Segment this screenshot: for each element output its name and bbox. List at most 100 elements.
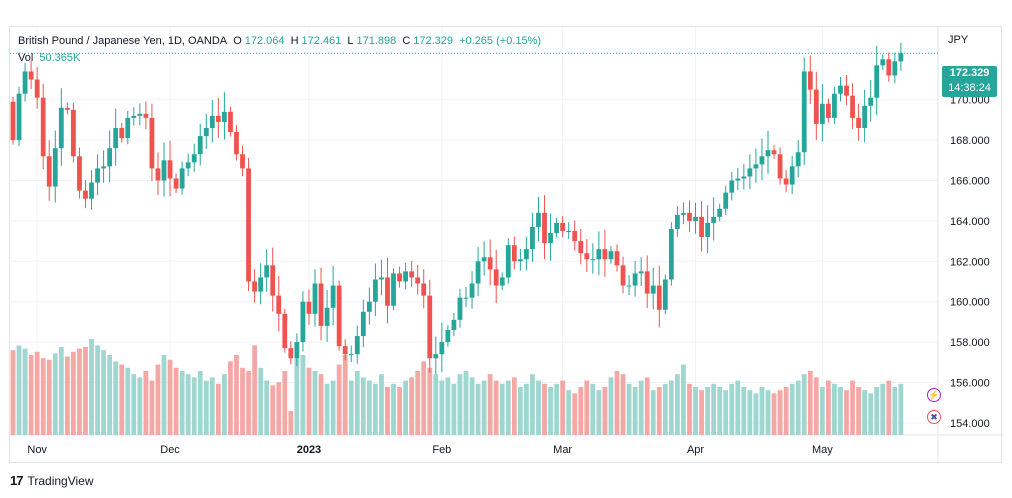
candle-body bbox=[632, 273, 638, 286]
volume-bar bbox=[638, 380, 644, 435]
candle-body bbox=[511, 245, 517, 262]
currency-label[interactable]: JPY bbox=[948, 34, 969, 46]
volume-bar bbox=[505, 380, 511, 435]
candle-body bbox=[167, 160, 173, 179]
candle-body bbox=[234, 132, 239, 155]
volume-bar bbox=[373, 383, 378, 435]
symbol-title[interactable]: British Pound / Japanese Yen, 1D, OANDA bbox=[18, 35, 228, 47]
volume-bar bbox=[167, 359, 173, 435]
candle-body bbox=[28, 71, 34, 80]
candle-body bbox=[656, 285, 662, 310]
volume-bar bbox=[542, 383, 547, 435]
candle-body bbox=[149, 117, 155, 169]
candle-body bbox=[789, 166, 795, 185]
volume-bar bbox=[499, 383, 505, 435]
candle-body bbox=[10, 101, 16, 141]
candle-body bbox=[505, 245, 511, 278]
candle-body bbox=[723, 192, 729, 209]
candle-body bbox=[475, 261, 481, 284]
candle-body bbox=[306, 301, 312, 314]
candle-body bbox=[288, 348, 294, 359]
volume-bar bbox=[717, 387, 723, 435]
volume-bar bbox=[457, 374, 463, 435]
candle-body bbox=[650, 285, 656, 294]
volume-bar bbox=[10, 350, 16, 435]
volume-bar bbox=[215, 383, 221, 435]
candle-body bbox=[499, 277, 505, 286]
volume-bar bbox=[602, 387, 608, 435]
candle-body bbox=[52, 148, 58, 187]
candle-body bbox=[608, 251, 614, 260]
candle-body bbox=[403, 271, 408, 282]
candle-body bbox=[294, 342, 300, 359]
volume-bar bbox=[16, 345, 22, 435]
candle-body bbox=[451, 319, 457, 330]
candle-body bbox=[385, 277, 390, 306]
volume-bar bbox=[656, 387, 662, 435]
tradingview-brand[interactable]: 17 TradingView bbox=[10, 473, 94, 488]
candle-body bbox=[886, 59, 892, 76]
volume-bar bbox=[807, 371, 813, 435]
volume-bar bbox=[675, 374, 680, 435]
volume-bar bbox=[288, 411, 294, 435]
volume-bar bbox=[71, 351, 76, 435]
candle-body bbox=[735, 178, 741, 181]
candle-body bbox=[282, 313, 288, 349]
candle-body bbox=[330, 285, 336, 308]
candle-body bbox=[838, 85, 843, 94]
volume-bar bbox=[620, 374, 626, 435]
flag-uk-icon[interactable]: ✖ bbox=[927, 410, 941, 424]
candle-body bbox=[693, 216, 698, 221]
candle-body bbox=[578, 241, 584, 254]
volume-bar bbox=[868, 393, 874, 435]
event-lightning-icon[interactable]: ⚡ bbox=[927, 388, 941, 402]
candle-body bbox=[548, 233, 553, 244]
volume-bar bbox=[741, 387, 747, 435]
volume-bar bbox=[747, 390, 753, 435]
y-tick-label: 158.000 bbox=[950, 337, 990, 349]
volume-bar bbox=[880, 383, 886, 435]
volume-bar bbox=[203, 380, 209, 435]
volume-bar bbox=[662, 383, 668, 435]
volume-bar bbox=[705, 387, 710, 435]
candle-body bbox=[620, 265, 626, 286]
high-value: 172.461 bbox=[301, 35, 342, 47]
change-value: +0.265 (+0.15%) bbox=[459, 35, 542, 47]
volume-bar bbox=[89, 339, 94, 435]
x-tick-label: Apr bbox=[687, 444, 704, 456]
volume-bar bbox=[566, 390, 572, 435]
candle-body bbox=[252, 281, 257, 292]
volume-bar bbox=[596, 390, 602, 435]
volume-bar bbox=[40, 358, 46, 435]
candle-body bbox=[270, 265, 276, 296]
candle-body bbox=[795, 152, 801, 167]
volume-bar bbox=[826, 380, 831, 435]
candlestick-chart[interactable]: 154.000 156.000 158.000 160.000 162.000 164.0… bbox=[10, 27, 1003, 464]
open-label: O bbox=[233, 35, 242, 47]
volume-bar bbox=[191, 377, 197, 435]
x-tick-label: Nov bbox=[27, 444, 47, 456]
candle-body bbox=[64, 107, 70, 110]
candle-body bbox=[119, 127, 125, 139]
volume-bar bbox=[173, 367, 179, 435]
volume-bar bbox=[668, 380, 674, 435]
volume-bar bbox=[330, 380, 336, 435]
volume-bar bbox=[131, 374, 137, 435]
volume-bar bbox=[765, 390, 771, 435]
volume-bar bbox=[258, 367, 264, 435]
candle-body bbox=[717, 208, 723, 217]
candle-body bbox=[445, 329, 451, 343]
volume-bar bbox=[626, 383, 632, 435]
candle-body bbox=[209, 115, 215, 128]
candle-body bbox=[542, 212, 547, 244]
volume-bar bbox=[819, 387, 825, 435]
volume-bar bbox=[536, 380, 541, 435]
volume-bar bbox=[391, 383, 396, 435]
candle-body bbox=[777, 154, 783, 179]
candle-body bbox=[228, 111, 233, 133]
candle-body bbox=[759, 156, 765, 165]
vol-label[interactable]: Vol bbox=[18, 52, 34, 64]
candle-body bbox=[862, 105, 868, 128]
volume-bar bbox=[886, 380, 892, 435]
candle-body bbox=[705, 222, 710, 238]
